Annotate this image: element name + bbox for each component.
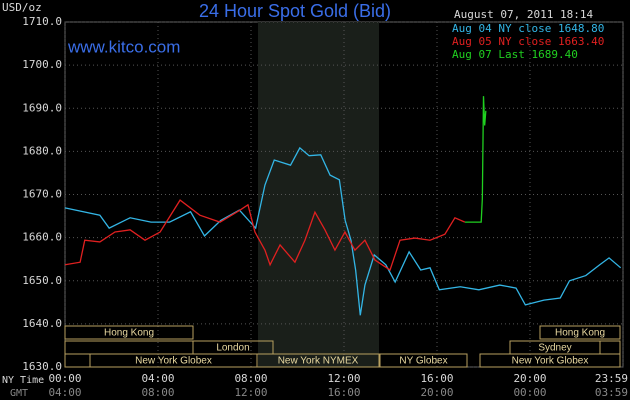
y-tick-label: 1660.0 [22,231,62,244]
y-tick-label: 1690.0 [22,101,62,114]
x-tick-label: 00:00 [48,372,81,385]
series-line [464,96,487,223]
x2-tick-label: 12:00 [234,386,267,399]
session-label: London [216,343,249,354]
session-label: Sydney [538,343,571,354]
session-label: NY Globex [399,356,447,367]
legend-entry: Aug 05 NY close 1663.40 [452,35,604,48]
y-tick-label: 1670.0 [22,188,62,201]
session-label: New York Globex [512,356,589,367]
x2-tick-label: 00:00 [513,386,546,399]
series-line [64,146,622,316]
x-tick-label: 16:00 [420,372,453,385]
session-label: New York Globex [135,356,212,367]
x-axis-label: NY Time [2,375,44,386]
y-tick-label: 1640.0 [22,317,62,330]
x-tick-label: 08:00 [234,372,267,385]
y-tick-label: 1710.0 [22,15,62,28]
x2-axis-label: GMT [10,388,28,399]
x-tick-label: 23:59 [595,372,628,385]
x-tick-label: 12:00 [327,372,360,385]
session-box [539,325,621,340]
y-tick-label: 1700.0 [22,58,62,71]
timestamp: August 07, 2011 18:14 [454,8,593,21]
x2-tick-label: 20:00 [420,386,453,399]
legend-entry: Aug 04 NY close 1648.80 [452,22,604,35]
legend-entry: Aug 07 Last 1689.40 [452,48,578,61]
x2-tick-label: 03:59 [595,386,628,399]
session-label: Hong Kong [555,328,605,339]
y-tick-label: 1680.0 [22,144,62,157]
session-box [379,353,468,368]
series-line [64,199,466,271]
y-axis-label: USD/oz [2,1,42,14]
x2-tick-label: 08:00 [141,386,174,399]
session-box [256,353,380,368]
session-box [64,325,194,340]
y-tick-label: 1650.0 [22,274,62,287]
y-tick-label: 1630.0 [22,360,62,373]
session-label: New York NYMEX [278,356,359,367]
chart-title: 24 Hour Spot Gold (Bid) [199,1,391,21]
nymex-shade [258,22,379,367]
x2-tick-label: 04:00 [48,386,81,399]
site-label: www.kitco.com [67,37,180,56]
session-label: Hong Kong [104,328,154,339]
session-box [479,353,621,368]
x2-tick-label: 16:00 [327,386,360,399]
x-tick-label: 20:00 [513,372,546,385]
x-tick-label: 04:00 [141,372,174,385]
